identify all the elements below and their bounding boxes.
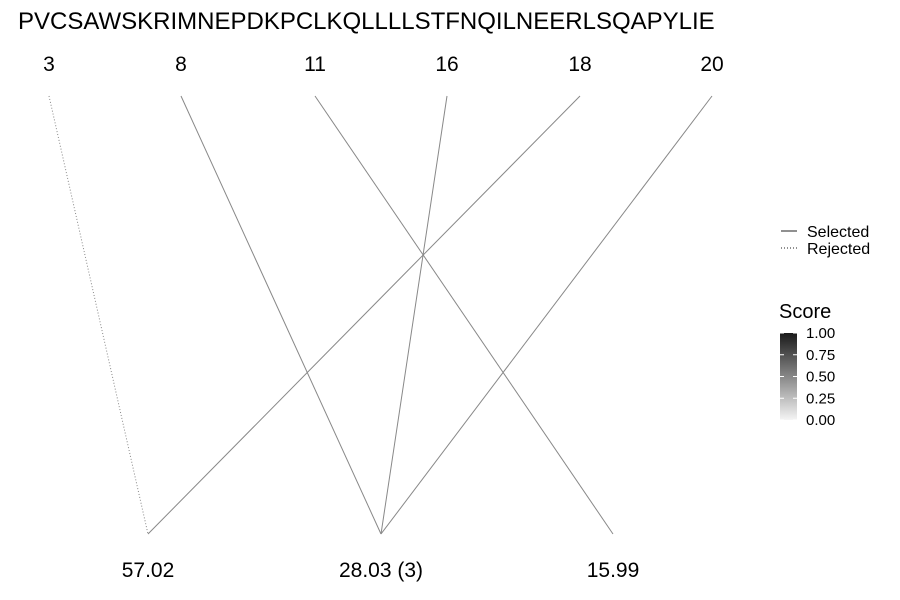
colorbar-tick-label: 0.50 [806, 369, 835, 386]
rejected-link-line [48, 95, 149, 535]
position-label: 20 [700, 53, 723, 76]
score-label: 15.99 [587, 559, 640, 582]
score-color-legend: Score 1.00 0.75 0.50 0.25 0.00 [779, 301, 835, 429]
score-legend-title: Score [779, 301, 831, 323]
score-label: 28.03 (3) [339, 559, 423, 582]
linetype-legend: Selected Rejected [781, 224, 870, 258]
selected-link-line [380, 95, 448, 535]
position-label: 3 [43, 53, 55, 76]
score-label: 57.02 [122, 559, 175, 582]
position-label: 11 [304, 53, 326, 76]
link-lines [48, 95, 713, 535]
position-labels: 3 8 11 16 18 20 [43, 53, 724, 76]
selected-link-line [180, 95, 382, 535]
sequence-title: PVCSAWSKRIMNEPDKPCLKQLLLLSTFNQILNEERLSQA… [18, 8, 715, 35]
score-labels: 57.02 28.03 (3) 15.99 [122, 559, 640, 582]
score-colorbar [780, 333, 797, 420]
colorbar-tick-label: 0.25 [806, 390, 835, 407]
colorbar-ticks: 1.00 0.75 0.50 0.25 0.00 [780, 325, 835, 429]
position-label: 16 [435, 53, 458, 76]
position-label: 18 [568, 53, 591, 76]
legend-rejected-label: Rejected [807, 241, 870, 258]
colorbar-tick-label: 0.75 [806, 347, 835, 364]
colorbar-tick-label: 1.00 [806, 325, 835, 342]
selected-link-line [314, 95, 614, 535]
legend-selected-label: Selected [807, 224, 869, 241]
selected-link-line [380, 95, 713, 535]
position-label: 8 [175, 53, 187, 76]
selected-link-line [147, 95, 581, 535]
colorbar-tick-label: 0.00 [806, 412, 835, 429]
